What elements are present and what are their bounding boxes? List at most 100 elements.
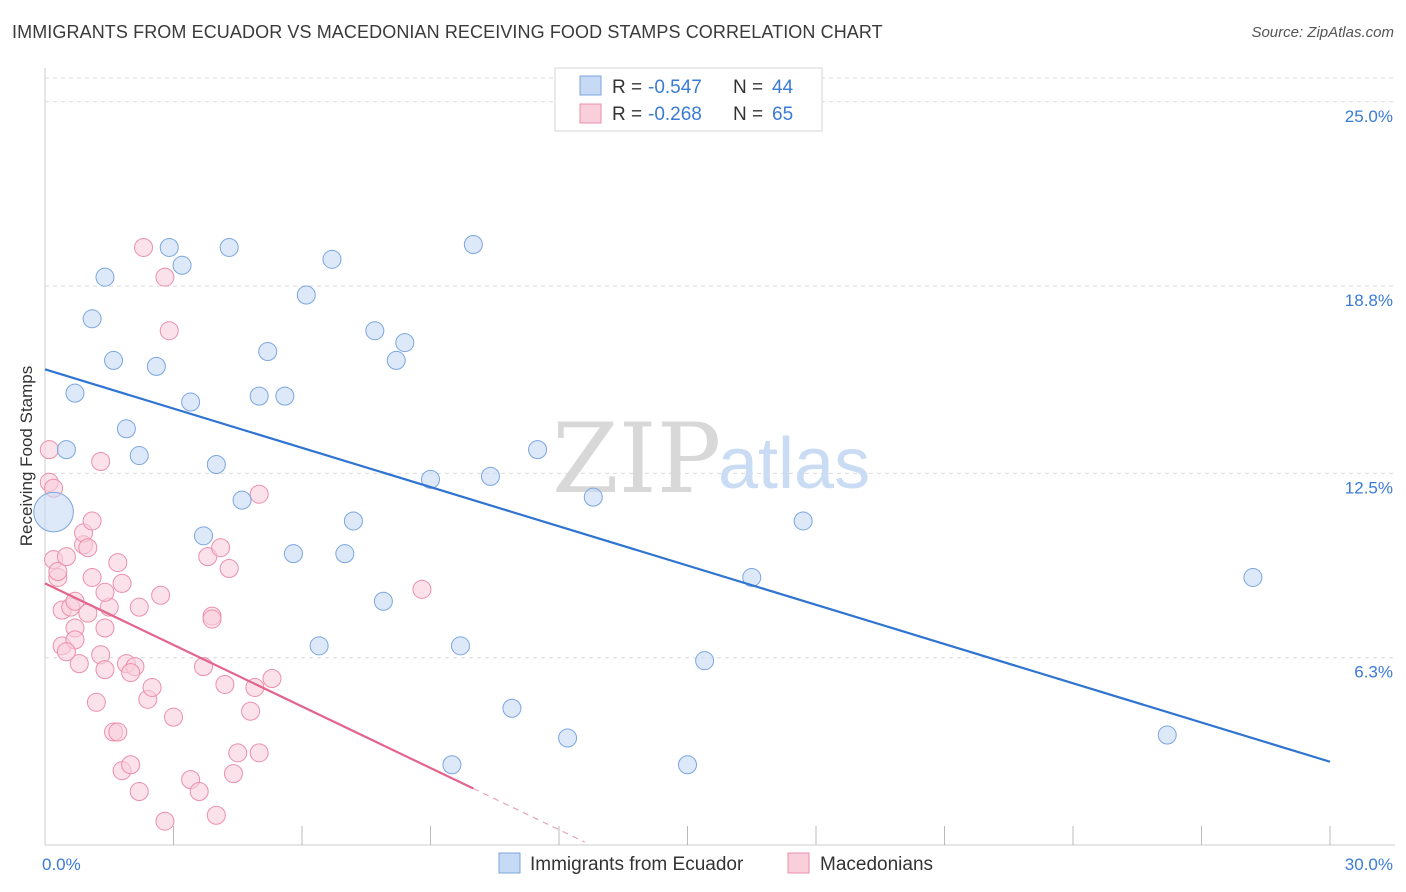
chart-source: Source: ZipAtlas.com [1251, 24, 1394, 41]
macedonian-point-52 [219, 559, 239, 579]
series-macedonians [39, 237, 432, 831]
macedonian-point-36 [134, 237, 154, 257]
macedonian-point-22 [91, 452, 111, 471]
ecuador-point-4 [95, 267, 115, 287]
bottom-legend-label-macedonians: Macedonians [820, 854, 933, 875]
y-tick-label-3: 25.0% [1345, 107, 1393, 126]
ecuador-point-24 [343, 511, 363, 531]
macedonian-point-53 [223, 764, 243, 784]
ecuador-point-12 [193, 526, 213, 546]
y-axis-label: Receiving Food Stamps [17, 366, 36, 546]
ecuador-point-3 [82, 309, 102, 329]
ecuador-point-2 [65, 383, 85, 403]
series-legend: Immigrants from Ecuador Macedonians [498, 852, 933, 875]
macedonian-point-38 [142, 677, 162, 697]
legend-r-value-1: -0.547 [648, 77, 702, 98]
x-tick-label-1: 30.0% [1345, 855, 1393, 874]
ecuador-point-23 [335, 544, 355, 564]
macedonian-point-43 [164, 707, 183, 727]
chart-title: IMMIGRANTS FROM ECUADOR VS MACEDONIAN RE… [12, 22, 883, 42]
legend-n-label-1: N = [733, 77, 763, 98]
ecuador-point-11 [181, 392, 201, 412]
macedonian-point-27 [108, 553, 128, 573]
ecuador-point-21 [309, 636, 329, 656]
ecuador-point-14 [219, 237, 239, 257]
series-immigrants-from-ecuador [33, 234, 1263, 775]
macedonian-point-13 [69, 654, 89, 674]
bottom-legend-label-ecuador: Immigrants from Ecuador [530, 854, 744, 875]
ecuador-point-36 [558, 728, 578, 748]
macedonian-point-54 [228, 743, 248, 763]
macedonian-point-34 [129, 597, 149, 617]
macedonian-point-16 [78, 538, 98, 558]
ecuador-point-38 [678, 755, 697, 775]
correlation-legend: R = -0.547 N = 44 R = -0.268 N = 65 [554, 67, 823, 132]
macedonian-point-58 [249, 743, 269, 763]
ecuador-point-35 [528, 440, 548, 460]
trend-line-ecuador [44, 368, 1331, 763]
macedonian-point-28 [108, 722, 128, 742]
y-tick-label-0: 6.3% [1354, 663, 1393, 682]
gridlines [45, 77, 1395, 659]
ecuador-point-5 [104, 350, 124, 370]
macedonian-point-35 [129, 781, 149, 801]
macedonian-point-60 [412, 579, 432, 599]
ecuador-point-43 [1243, 567, 1263, 587]
ecuador-point-41 [793, 511, 813, 531]
watermark-atlas: atlas [718, 424, 870, 504]
ecuador-point-26 [373, 591, 393, 611]
macedonian-point-41 [155, 811, 175, 831]
macedonian-point-40 [155, 267, 175, 287]
ecuador-point-42 [1157, 725, 1177, 745]
ecuador-point-27 [386, 350, 406, 370]
macedonian-point-5 [48, 561, 68, 581]
ecuador-point-13 [206, 454, 226, 474]
ecuador-point-29 [421, 469, 440, 489]
macedonian-point-8 [56, 547, 76, 567]
legend-n-value-1: 44 [772, 77, 794, 98]
ecuador-point-8 [146, 356, 166, 376]
macedonian-point-29 [112, 573, 132, 593]
macedonian-point-32 [121, 755, 141, 775]
macedonian-point-59 [262, 669, 282, 689]
macedonian-point-24 [95, 660, 115, 680]
ecuador-point-1 [56, 440, 76, 460]
legend-n-label-2: N = [733, 104, 763, 125]
watermark: ZIP atlas [552, 403, 870, 515]
ecuador-point-33 [480, 466, 500, 486]
macedonian-point-42 [159, 321, 179, 341]
legend-r-label-1: R = [612, 77, 642, 98]
macedonian-point-49 [206, 805, 226, 825]
ecuador-point-17 [258, 342, 278, 362]
ecuador-point-16 [249, 386, 269, 406]
y-tick-label-1: 12.5% [1345, 478, 1393, 497]
macedonian-point-63 [56, 642, 76, 662]
ecuador-point-37 [583, 487, 603, 507]
x-tick-labels: 0.0% 30.0% [42, 855, 1393, 874]
macedonian-point-23 [95, 618, 115, 638]
macedonian-point-55 [241, 701, 261, 721]
macedonian-point-20 [86, 692, 106, 712]
ecuador-point-40 [742, 567, 762, 587]
macedonian-point-45 [189, 781, 209, 801]
macedonian-point-19 [82, 511, 102, 531]
ecuador-point-0 [33, 491, 74, 533]
ecuador-point-18 [275, 386, 295, 406]
macedonian-point-51 [215, 674, 235, 694]
ecuador-point-15 [232, 490, 252, 510]
macedonian-point-61 [202, 609, 222, 629]
ecuador-point-28 [395, 333, 415, 353]
macedonian-point-62 [95, 582, 115, 602]
legend-r-value-2: -0.268 [648, 104, 702, 125]
legend-swatch-blue [579, 75, 602, 96]
y-tick-labels: 6.3% 12.5% 18.8% 25.0% [1345, 107, 1393, 682]
ecuador-point-7 [129, 446, 149, 466]
ecuador-point-19 [283, 544, 303, 564]
ecuador-point-25 [365, 321, 385, 341]
watermark-zip: ZIP [552, 403, 721, 515]
bottom-legend-swatch-blue [498, 852, 521, 874]
macedonian-point-64 [121, 663, 141, 683]
macedonian-point-50 [211, 538, 231, 558]
ecuador-point-32 [463, 234, 483, 254]
legend-r-label-2: R = [612, 104, 642, 125]
